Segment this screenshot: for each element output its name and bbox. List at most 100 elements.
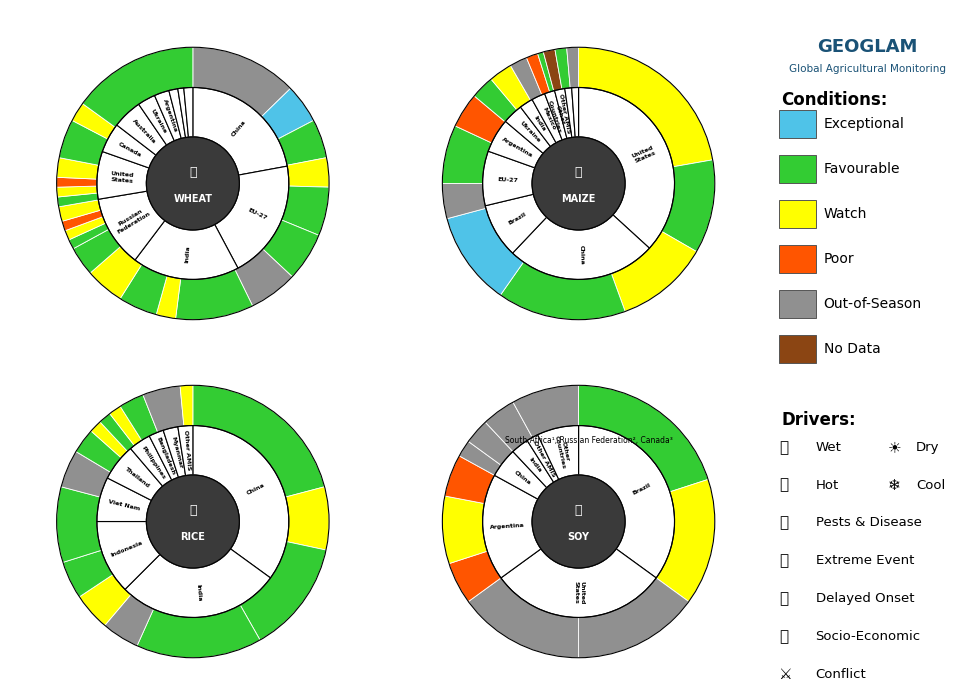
Wedge shape [278,121,327,165]
Wedge shape [97,521,160,589]
Wedge shape [91,422,127,458]
Wedge shape [65,217,106,240]
Wedge shape [98,191,165,260]
Wedge shape [261,89,314,139]
Wedge shape [63,550,113,597]
Wedge shape [501,262,625,320]
Wedge shape [442,496,487,563]
Wedge shape [505,107,550,154]
Wedge shape [178,426,192,475]
Text: Bangladesh: Bangladesh [156,436,176,475]
Text: MAIZE: MAIZE [562,194,596,204]
Wedge shape [121,395,157,440]
Wedge shape [180,385,192,426]
Wedge shape [527,54,550,95]
Wedge shape [163,426,186,477]
Text: Myanmar: Myanmar [170,436,183,469]
Circle shape [147,475,239,568]
Wedge shape [97,478,152,521]
Wedge shape [445,456,495,503]
Circle shape [532,475,625,568]
Wedge shape [513,385,578,438]
Wedge shape [565,88,575,138]
Text: Canada: Canada [118,141,143,158]
Circle shape [147,137,239,230]
Wedge shape [449,551,501,602]
Text: Viet Nam: Viet Nam [107,498,140,511]
Text: WHEAT: WHEAT [173,194,212,204]
Text: 🌱: 🌱 [574,504,582,517]
Wedge shape [61,452,111,497]
Text: Exceptional: Exceptional [823,117,905,131]
Wedge shape [56,177,97,187]
Wedge shape [544,91,567,140]
Wedge shape [447,208,524,295]
Wedge shape [56,487,101,563]
Wedge shape [117,104,166,155]
Wedge shape [184,87,192,138]
Wedge shape [578,87,675,248]
Text: China: China [513,470,532,486]
Text: Australia: Australia [131,119,156,145]
Wedge shape [538,426,578,480]
Wedge shape [469,578,578,658]
Wedge shape [121,265,167,315]
Text: No Data: No Data [823,342,881,356]
Wedge shape [501,549,656,618]
Wedge shape [235,249,293,306]
Text: Drivers:: Drivers: [781,411,856,429]
Wedge shape [485,402,533,452]
Text: Mexico: Mexico [541,107,556,131]
Wedge shape [72,103,115,139]
Wedge shape [282,186,329,235]
Wedge shape [442,184,486,218]
Wedge shape [58,200,101,221]
Wedge shape [150,430,179,480]
Text: 🌧: 🌧 [780,440,788,455]
Wedge shape [57,193,98,207]
Text: Other AMIS: Other AMIS [533,440,556,478]
Wedge shape [143,386,184,432]
Text: Brazil: Brazil [632,482,652,496]
Text: Argentina: Argentina [501,137,534,158]
FancyBboxPatch shape [780,245,816,273]
Wedge shape [656,480,714,602]
Wedge shape [56,186,97,197]
Text: Thailand: Thailand [123,466,151,489]
Text: Ukraine: Ukraine [150,108,167,134]
Text: Cool: Cool [916,479,945,491]
Wedge shape [59,121,108,165]
Text: 🌽: 🌽 [574,166,582,179]
Text: ☀: ☀ [887,440,901,455]
Text: Other
Countries: Other Countries [547,98,568,133]
Wedge shape [578,578,689,658]
Wedge shape [572,87,578,137]
Text: India: India [184,246,191,263]
Wedge shape [80,574,131,625]
Text: Indonesia: Indonesia [110,540,144,558]
Text: Russian
Federation: Russian Federation [113,206,151,235]
Text: India: India [528,456,542,474]
Text: Hot: Hot [816,479,839,491]
Text: United
States: United States [631,145,657,165]
Text: RICE: RICE [181,532,205,542]
Wedge shape [527,435,559,482]
Text: Philippines: Philippines [140,445,166,480]
Wedge shape [543,50,562,91]
Wedge shape [73,230,121,273]
Text: 🕐: 🕐 [780,591,788,606]
Wedge shape [137,605,260,658]
Wedge shape [578,385,709,492]
Wedge shape [192,426,289,578]
Wedge shape [555,89,572,138]
Wedge shape [532,94,562,143]
Wedge shape [176,269,253,320]
Wedge shape [76,431,122,473]
Text: 🌾: 🌾 [190,504,196,517]
Wedge shape [483,475,541,578]
Wedge shape [512,215,649,279]
Text: India: India [533,115,546,133]
Text: China: China [246,482,266,496]
Text: Other AMIS: Other AMIS [558,94,571,134]
Text: Argentina: Argentina [161,99,178,133]
